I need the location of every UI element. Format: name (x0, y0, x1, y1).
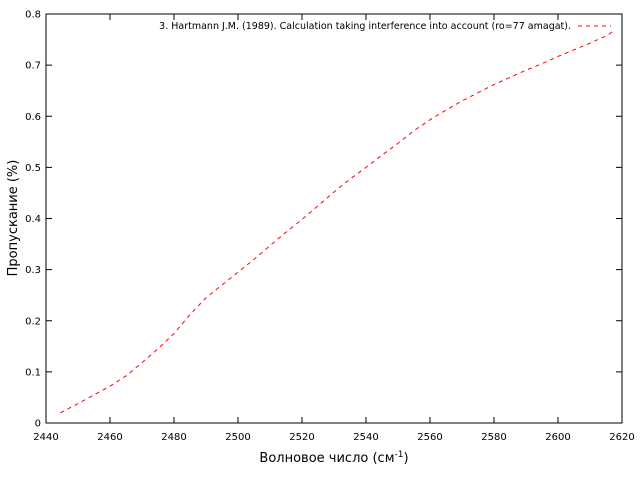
x-tick-label: 2440 (33, 432, 58, 443)
y-tick-label: 0.1 (25, 367, 41, 378)
plot-frame (45, 13, 623, 424)
x-tick-label: 2620 (609, 432, 634, 443)
x-tick-label: 2580 (481, 432, 506, 443)
y-tick-label: 0 (35, 419, 41, 430)
series-layer (60, 31, 613, 414)
x-tick-label: 2460 (97, 432, 122, 443)
x-tick-label: 2600 (545, 432, 570, 443)
x-axis-title: Волновое число (см-1) (259, 450, 408, 466)
x-tick-label: 2540 (353, 432, 378, 443)
x-tick-label: 2560 (417, 432, 442, 443)
y-tick-label: 0.3 (25, 265, 41, 276)
y-tick-label: 0.7 (25, 61, 41, 72)
y-tick-label: 0.2 (25, 316, 41, 327)
x-axis-title-sup: -1 (395, 450, 404, 460)
x-axis-title-tail: ) (403, 451, 408, 466)
y-tick-label: 0.8 (25, 10, 41, 21)
series-line (60, 31, 613, 414)
x-tick-label: 2520 (289, 432, 314, 443)
legend: 3. Hartmann J.M. (1989). Calculation tak… (159, 21, 611, 32)
x-tick-label: 2500 (225, 432, 250, 443)
y-tick-label: 0.4 (25, 214, 41, 225)
y-axis-title: Пропускание (%) (6, 160, 21, 277)
y-ticks: 0 0.1 0.2 0.3 0.4 0.5 0.6 0.7 0.8 (25, 10, 622, 430)
x-axis-title-main: Волновое число (см (259, 451, 394, 466)
x-tick-label: 2480 (161, 432, 186, 443)
y-tick-label: 0.5 (25, 163, 41, 174)
x-ticks: 2440 2460 2480 2500 2520 2540 2560 2580 2600 2620 (33, 14, 635, 443)
y-tick-label: 0.6 (25, 112, 41, 123)
legend-label: 3. Hartmann J.M. (1989). Calculation tak… (159, 21, 571, 32)
